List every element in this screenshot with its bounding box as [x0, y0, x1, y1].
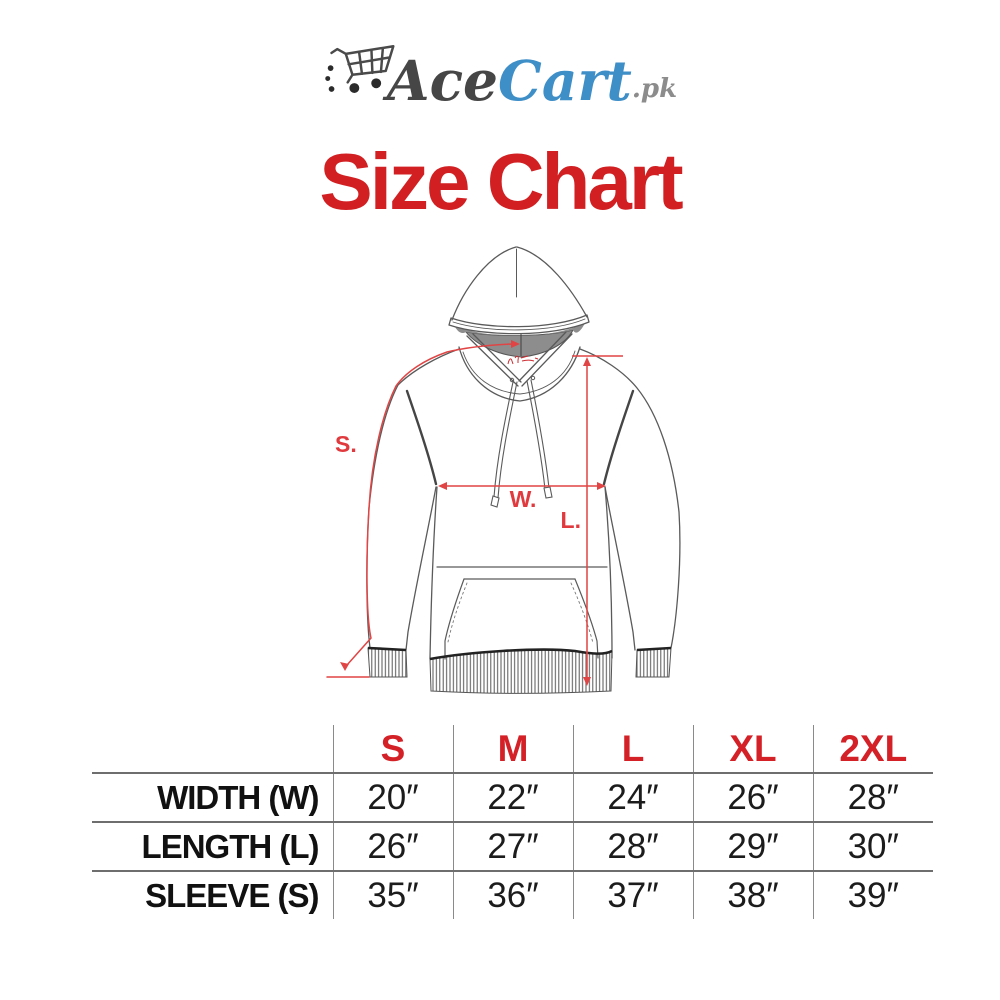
hood — [448, 246, 590, 335]
size-col-header-xl: XL — [692, 725, 813, 773]
size-table: S M L XL 2XL WIDTH (W) 20″ 22″ 24″ 26″ 2… — [92, 725, 933, 919]
table-row-width: WIDTH (W) 20″ 22″ 24″ 26″ 28″ — [92, 772, 933, 822]
table-corner-cell — [92, 725, 333, 773]
right-raglan-seam — [602, 389, 635, 486]
row-label-sleeve: SLEEVE (S) — [92, 870, 333, 919]
width-label: W. — [510, 486, 537, 512]
size-value-cell: 36″ — [452, 870, 573, 919]
size-value-cell: 35″ — [332, 870, 453, 919]
sleeve-measure-line — [326, 343, 513, 678]
row-label-width: WIDTH (W) — [92, 772, 333, 822]
left-sleeve-inner — [405, 486, 437, 651]
size-value-cell: 24″ — [572, 772, 693, 822]
size-col-header-s: S — [332, 725, 453, 773]
left-raglan-seam — [405, 389, 438, 486]
size-value-cell: 39″ — [812, 870, 933, 919]
shopping-cart-icon — [325, 45, 395, 93]
body-left-side — [429, 486, 438, 660]
arrowhead — [438, 482, 447, 490]
arrowhead — [511, 340, 520, 348]
page-title: Size Chart — [319, 137, 683, 226]
length-label: L. — [561, 507, 581, 533]
kangaroo-pocket — [436, 566, 608, 660]
size-value-cell: 22″ — [452, 772, 573, 822]
size-value-cell: 20″ — [332, 772, 453, 822]
arrowhead — [597, 482, 606, 490]
arrowhead — [340, 662, 349, 671]
drawstrings — [490, 379, 553, 508]
size-value-cell: 26″ — [332, 821, 453, 871]
brand-name-ace: Ace — [386, 48, 499, 113]
size-value-cell: 28″ — [572, 821, 693, 871]
hoodie-diagram: S. W. L. — [326, 246, 681, 694]
right-sleeve-outer — [579, 348, 681, 649]
size-value-cell: 29″ — [692, 821, 813, 871]
size-value-cell: 28″ — [812, 772, 933, 822]
size-col-header-2xl: 2XL — [812, 725, 933, 773]
measurement-annotations: S. W. L. — [326, 340, 623, 686]
row-label-length: LENGTH (L) — [92, 821, 333, 871]
size-value-cell: 38″ — [692, 870, 813, 919]
size-col-header-m: M — [452, 725, 573, 773]
size-value-cell: 26″ — [692, 772, 813, 822]
length-measure-line — [572, 355, 623, 680]
size-value-cell: 30″ — [812, 821, 933, 871]
body-right-side — [604, 486, 613, 659]
brand-logo: Ace Cart .pk — [0, 38, 1000, 108]
brand-domain-suffix: .pk — [631, 74, 678, 104]
table-row-sleeve: SLEEVE (S) 35″ 36″ 37″ 38″ 39″ — [92, 870, 933, 919]
size-value-cell: 27″ — [452, 821, 573, 871]
arrowhead — [583, 357, 591, 366]
table-row-length: LENGTH (L) 26″ 27″ 28″ 29″ 30″ — [92, 821, 933, 871]
size-value-cell: 37″ — [572, 870, 693, 919]
right-sleeve-inner — [604, 486, 636, 651]
sleeve-label: S. — [335, 431, 357, 457]
size-header-row: S M L XL 2XL — [92, 725, 933, 773]
collar — [458, 331, 581, 402]
arrowhead — [583, 677, 591, 686]
garment-brand-mark — [507, 355, 539, 365]
ribbed-hem-and-cuffs — [367, 646, 672, 694]
size-col-header-l: L — [572, 725, 693, 773]
hood-interior — [454, 323, 585, 358]
brand-name-cart: Cart — [498, 48, 632, 113]
